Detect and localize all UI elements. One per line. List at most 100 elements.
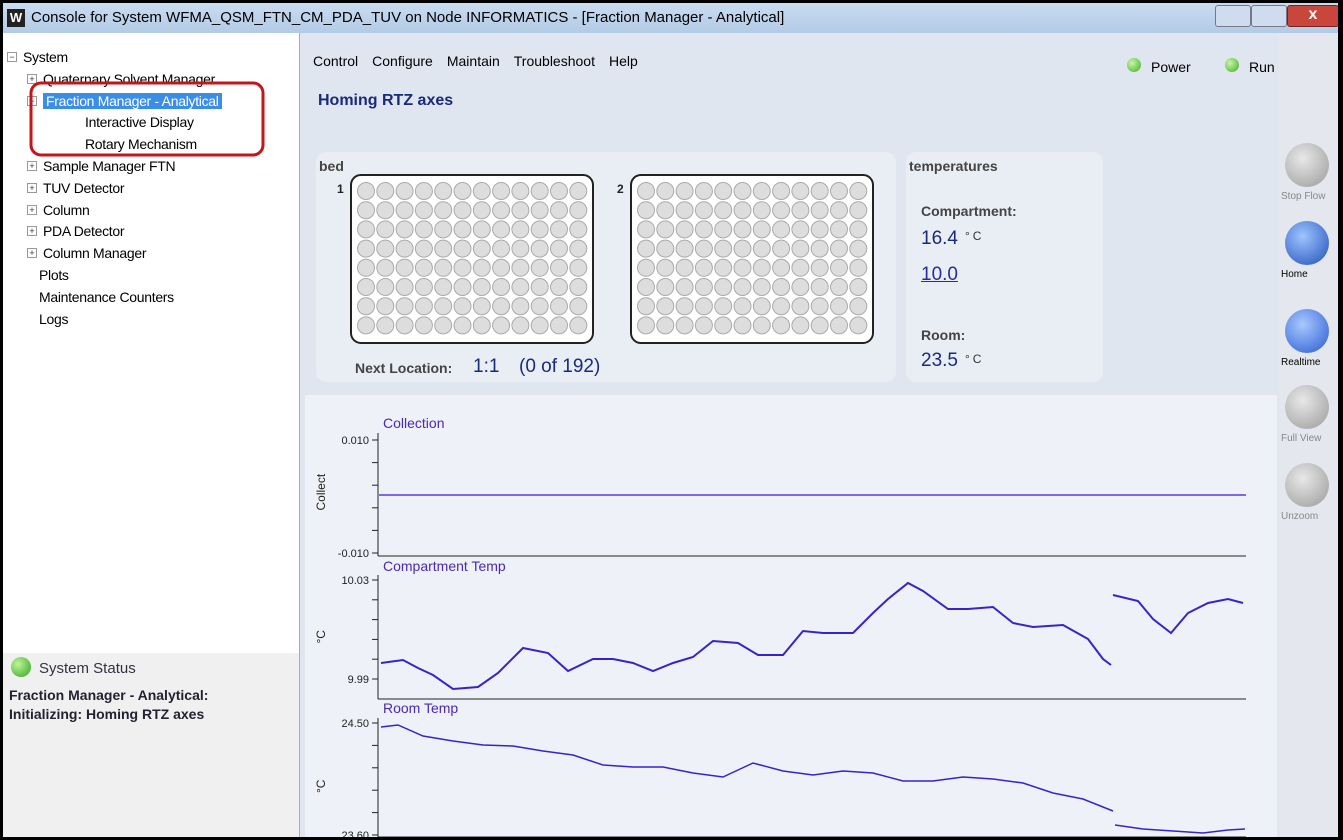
window-title: Console for System WFMA_QSM_FTN_CM_PDA_T… xyxy=(31,9,785,26)
compartment-setpoint[interactable]: 10.0 xyxy=(921,264,958,285)
well xyxy=(752,278,771,296)
well xyxy=(376,278,395,296)
toolbar-button-icon[interactable] xyxy=(1285,221,1329,265)
menu-item[interactable]: Help xyxy=(608,53,638,69)
well xyxy=(810,316,829,335)
well xyxy=(810,182,829,200)
well xyxy=(830,239,848,258)
well xyxy=(530,258,549,277)
tree-item[interactable]: Sample Manager FTN xyxy=(43,158,176,174)
well xyxy=(791,258,810,277)
plot-title: Compartment Temp xyxy=(383,558,506,574)
status-pane: System Status Fraction Manager - Analyti… xyxy=(3,653,300,837)
well xyxy=(492,182,511,200)
tree-expander[interactable]: + xyxy=(27,182,37,193)
tree-expander[interactable]: − xyxy=(7,52,17,62)
toolbar-button-icon[interactable] xyxy=(1285,385,1329,429)
well xyxy=(472,297,491,316)
close-button[interactable]: x xyxy=(1287,5,1338,27)
room-trace xyxy=(1114,824,1246,834)
plot-ylabel: Collect xyxy=(314,473,328,510)
plot-title: Room Temp xyxy=(383,700,458,716)
well xyxy=(810,239,829,258)
toolbar-button-label: Unzoom xyxy=(1281,511,1319,522)
well xyxy=(714,182,733,200)
well xyxy=(492,258,511,277)
menu-item[interactable]: Control xyxy=(313,53,359,69)
well xyxy=(492,220,511,239)
well xyxy=(395,297,414,316)
well xyxy=(376,258,395,277)
well xyxy=(675,220,694,239)
well xyxy=(637,182,655,200)
well xyxy=(637,201,655,220)
tree-item[interactable]: Column Manager xyxy=(43,245,147,262)
menu-item[interactable]: Troubleshoot xyxy=(513,53,595,69)
status-label: System Status xyxy=(39,660,136,677)
well xyxy=(714,316,733,335)
well xyxy=(791,201,810,220)
well xyxy=(830,201,848,220)
well xyxy=(414,278,433,296)
well xyxy=(530,239,549,258)
well xyxy=(395,239,414,258)
well xyxy=(376,220,395,239)
menu-item[interactable]: Maintain xyxy=(446,53,500,69)
tree-item[interactable]: Maintenance Counters xyxy=(39,288,174,305)
well xyxy=(550,278,568,296)
well xyxy=(675,278,694,296)
well xyxy=(733,278,752,296)
minimize-button[interactable] xyxy=(1215,5,1251,27)
tree-item[interactable]: Fraction Manager - Analytical xyxy=(43,92,222,109)
y-tick-label: 0.010 xyxy=(341,435,369,447)
run-light xyxy=(1225,58,1239,72)
tree-item[interactable]: Interactive Display xyxy=(85,114,194,131)
tree-item[interactable]: PDA Detector xyxy=(43,223,125,240)
tree-expander[interactable]: + xyxy=(27,226,37,237)
heading: Homing RTZ axes xyxy=(318,92,454,109)
well xyxy=(414,239,433,258)
well xyxy=(849,297,868,316)
well xyxy=(550,258,568,277)
tree-item[interactable]: Plots xyxy=(39,267,69,283)
tree-item[interactable]: Rotary Mechanism xyxy=(85,136,197,153)
toolbar-button-icon[interactable] xyxy=(1285,463,1329,507)
y-tick-label: 24.50 xyxy=(341,718,369,730)
well xyxy=(733,201,752,220)
well xyxy=(511,297,530,316)
well xyxy=(569,239,588,258)
well xyxy=(656,278,675,296)
well xyxy=(694,278,713,296)
well xyxy=(357,182,375,200)
well xyxy=(752,201,771,220)
well xyxy=(550,316,568,335)
well xyxy=(752,316,771,335)
well xyxy=(511,201,530,220)
tree-expander[interactable]: + xyxy=(27,204,37,215)
compartment-label: Compartment: xyxy=(921,203,1017,219)
tree-item[interactable]: System xyxy=(23,49,68,65)
well xyxy=(733,297,752,316)
tree-item[interactable]: TUV Detector xyxy=(43,179,125,196)
well xyxy=(675,258,694,277)
tree-expander[interactable]: + xyxy=(27,161,37,171)
toolbar-button-icon[interactable] xyxy=(1285,143,1329,187)
plate-number: 2 xyxy=(617,182,624,196)
menu-item[interactable]: Configure xyxy=(372,53,433,69)
tree-expander[interactable]: + xyxy=(27,73,37,84)
compartment-unit: °C xyxy=(965,229,985,243)
toolbar-button-icon[interactable] xyxy=(1285,309,1329,353)
well xyxy=(637,316,655,335)
well xyxy=(849,220,868,239)
well xyxy=(395,258,414,277)
well xyxy=(752,297,771,316)
tree-expander[interactable]: + xyxy=(27,248,37,259)
well xyxy=(772,316,791,335)
tree-item[interactable]: Column xyxy=(43,201,90,218)
maximize-button[interactable] xyxy=(1251,5,1287,27)
well xyxy=(472,182,491,200)
well xyxy=(414,258,433,277)
bed-label: bed xyxy=(319,158,344,174)
tree-item[interactable]: Logs xyxy=(39,310,69,327)
